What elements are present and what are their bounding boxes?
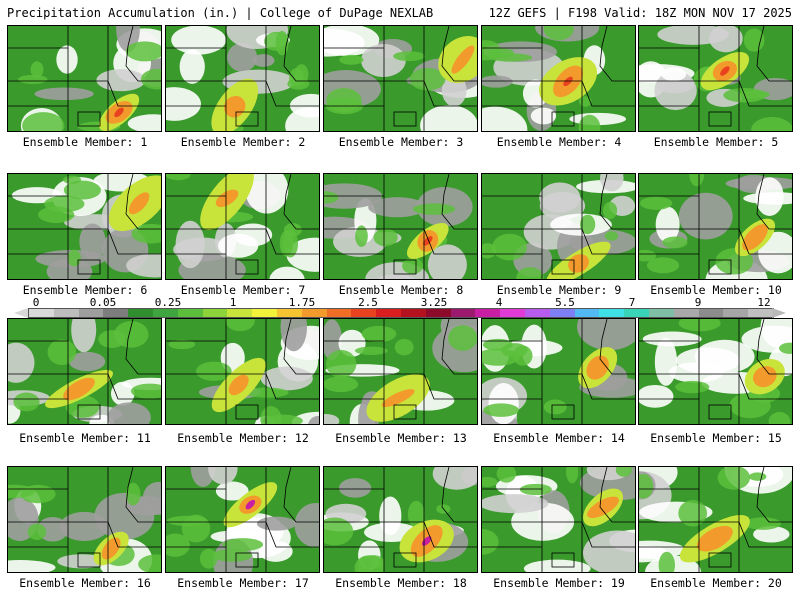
colorbar-swatch (103, 309, 129, 317)
member-label: Ensemble Member: 9 (496, 283, 622, 297)
member-label: Ensemble Member: 10 (650, 283, 782, 297)
member-label: Ensemble Member: 1 (22, 135, 148, 149)
colorbar-swatch (748, 309, 773, 317)
colorbar-tick-label: 5.5 (555, 296, 575, 309)
member-map-panel (638, 466, 793, 573)
member-map-panel (638, 25, 793, 132)
colorbar-swatch (673, 309, 699, 317)
member-label: Ensemble Member: 13 (335, 431, 467, 445)
member-label: Ensemble Member: 6 (22, 283, 148, 297)
member-map-panel (165, 173, 320, 280)
member-label: Ensemble Member: 2 (180, 135, 306, 149)
colorbar-swatch (128, 309, 153, 317)
member-label: Ensemble Member: 18 (335, 576, 467, 590)
colorbar-swatch (53, 309, 79, 317)
colorbar-swatch (29, 309, 54, 317)
colorbar-swatch (78, 309, 104, 317)
colorbar-tick-label: 0.05 (89, 296, 117, 309)
member-label: Ensemble Member: 3 (338, 135, 464, 149)
map-title: Precipitation Accumulation (in.) | Colle… (7, 6, 434, 20)
colorbar-swatch (376, 309, 401, 317)
run-info: 12Z GEFS | F198 Valid: 18Z MON NOV 17 20… (488, 6, 792, 20)
colorbar-swatch (599, 309, 625, 317)
colorbar-swatch (202, 309, 228, 317)
colorbar-tick-label: 2.5 (358, 296, 378, 309)
colorbar-swatch (524, 309, 550, 317)
colorbar-swatch (227, 309, 253, 317)
colorbar-swatch (351, 309, 377, 317)
colorbar-min-arrow (14, 308, 28, 318)
member-map-panel (323, 318, 478, 425)
member-map-panel (323, 466, 478, 573)
colorbar-swatch (450, 309, 476, 317)
member-label: Ensemble Member: 8 (338, 283, 464, 297)
member-map-panel (481, 25, 636, 132)
colorbar-swatch (723, 309, 749, 317)
colorbar-swatch (648, 309, 674, 317)
colorbar-tick-label: 0 (32, 296, 40, 309)
member-label: Ensemble Member: 20 (650, 576, 782, 590)
member-map-panel (481, 173, 636, 280)
colorbar-tick-label: 12 (757, 296, 771, 309)
colorbar-tick-label: 4 (495, 296, 503, 309)
member-label: Ensemble Member: 5 (653, 135, 779, 149)
colorbar-swatch (301, 309, 327, 317)
colorbar-swatch (177, 309, 203, 317)
colorbar-tick-label: 1 (229, 296, 237, 309)
member-label: Ensemble Member: 19 (493, 576, 625, 590)
member-label: Ensemble Member: 15 (650, 431, 782, 445)
member-label: Ensemble Member: 16 (19, 576, 151, 590)
colorbar-tick-label: 1.75 (288, 296, 316, 309)
colorbar-swatch (500, 309, 525, 317)
member-map-panel (165, 25, 320, 132)
member-map-panel (7, 25, 162, 132)
member-map-panel (7, 318, 162, 425)
colorbar-swatch (624, 309, 649, 317)
colorbar-tick-label: 9 (694, 296, 702, 309)
colorbar-swatch (549, 309, 575, 317)
member-map-panel (7, 466, 162, 573)
colorbar-swatch (276, 309, 302, 317)
member-label: Ensemble Member: 12 (177, 431, 309, 445)
colorbar-swatch (574, 309, 600, 317)
member-map-panel (165, 466, 320, 573)
colorbar-swatch (400, 309, 426, 317)
colorbar-max-arrow (772, 308, 786, 318)
member-map-panel (165, 318, 320, 425)
colorbar-swatch (326, 309, 352, 317)
colorbar-tick-label: 3.25 (420, 296, 448, 309)
colorbar-swatch (252, 309, 277, 317)
precip-colorbar (28, 308, 774, 318)
member-map-panel (323, 173, 478, 280)
member-label: Ensemble Member: 4 (496, 135, 622, 149)
member-label: Ensemble Member: 7 (180, 283, 306, 297)
colorbar-tick-label: 0.25 (154, 296, 182, 309)
colorbar-swatch (152, 309, 178, 317)
member-map-panel (323, 25, 478, 132)
member-map-panel (7, 173, 162, 280)
colorbar-swatch (425, 309, 451, 317)
member-map-panel (481, 318, 636, 425)
colorbar-swatch (475, 309, 501, 317)
colorbar-swatch (698, 309, 724, 317)
member-label: Ensemble Member: 11 (19, 431, 151, 445)
member-label: Ensemble Member: 17 (177, 576, 309, 590)
member-label: Ensemble Member: 14 (493, 431, 625, 445)
colorbar-tick-label: 7 (628, 296, 636, 309)
member-map-panel (638, 173, 793, 280)
member-map-panel (638, 318, 793, 425)
member-map-panel (481, 466, 636, 573)
